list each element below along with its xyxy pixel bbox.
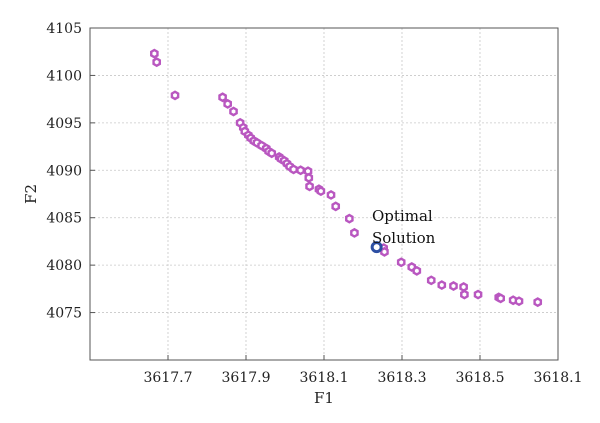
data-point	[437, 280, 447, 291]
y-tick-label: 4100	[46, 68, 82, 84]
y-tick-label: 4105	[46, 21, 82, 37]
data-point	[514, 296, 524, 307]
data-point	[350, 227, 359, 238]
x-tick-label: 3618.5	[456, 370, 505, 386]
data-point	[449, 281, 458, 291]
data-point	[305, 181, 314, 192]
x-tick-label: 3617.7	[144, 370, 193, 386]
y-tick-label: 4090	[46, 163, 82, 179]
data-point	[326, 189, 336, 200]
data-point	[223, 98, 232, 109]
grid	[90, 28, 558, 360]
data-points	[150, 48, 543, 308]
data-point	[267, 148, 277, 159]
x-tick-label: 3618.3	[378, 370, 427, 386]
data-point	[473, 289, 483, 300]
y-tick-label: 4075	[46, 306, 82, 322]
data-point	[289, 164, 298, 175]
data-point	[426, 275, 436, 286]
x-tick-label: 3618.1	[300, 370, 349, 386]
y-axis-title: F2	[22, 184, 40, 204]
data-point	[316, 186, 326, 197]
y-tick-label: 4095	[46, 116, 82, 132]
y-tick-label: 4085	[46, 211, 82, 227]
data-point	[170, 90, 180, 101]
data-point	[218, 92, 227, 103]
data-point	[150, 48, 159, 59]
data-point	[460, 289, 469, 300]
x-axis-title: F1	[314, 389, 334, 407]
data-point	[296, 165, 305, 176]
data-point	[533, 297, 543, 308]
optimal-solution-point	[370, 241, 383, 254]
x-tick-label: 3617.9	[222, 370, 271, 386]
data-point	[304, 172, 314, 183]
data-point	[345, 213, 354, 224]
annotation-line-2: Solution	[372, 229, 436, 247]
data-point	[229, 106, 238, 117]
data-point	[496, 293, 505, 304]
x-tick-label: 3618.1	[534, 370, 583, 386]
optimal-solution-marker	[370, 241, 383, 254]
data-point	[459, 281, 468, 292]
data-point	[412, 265, 422, 276]
data-point	[152, 57, 162, 68]
data-point	[396, 257, 406, 268]
data-point	[380, 246, 389, 257]
y-tick-label: 4080	[46, 258, 82, 274]
data-point	[331, 201, 341, 212]
annotation-line-1: Optimal	[372, 207, 433, 225]
axis-ticks: 3617.7 3617.9 3618.1 3618.3 3618.5 3618.1 4075…	[46, 21, 582, 386]
